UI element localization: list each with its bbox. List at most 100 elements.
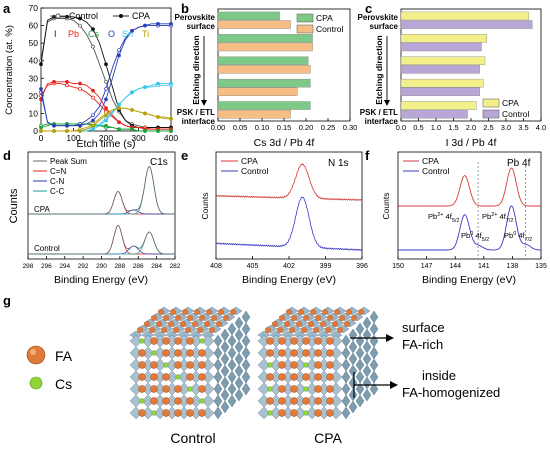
fa-sphere (174, 397, 182, 405)
fa-sphere (284, 321, 290, 327)
cs-sphere (267, 410, 273, 416)
data-point-pb-cpa (52, 79, 56, 84)
octahedron-side-control (241, 322, 251, 336)
octahedron-side-cpa (355, 394, 365, 408)
fa-sphere (290, 385, 298, 393)
octahedron-side-control (213, 382, 223, 396)
data-point-i-cpa (65, 14, 69, 19)
octahedron-side-control (213, 346, 223, 360)
x-axis-label-a: Etch time (s) (77, 138, 136, 150)
data-point-pb-cpa (117, 120, 121, 125)
fa-sphere (204, 321, 210, 327)
fa-sphere (150, 337, 158, 345)
bar-cpa-1 (400, 11, 530, 21)
spectrum-control (398, 205, 541, 251)
fa-sphere (162, 373, 170, 381)
data-point-ti-cpa (117, 106, 121, 111)
x-tick-label: 2.0 (466, 123, 476, 132)
data-point-o-cpa (78, 123, 82, 128)
data-point-ti-cpa (65, 129, 69, 133)
octahedron-side-cpa (355, 370, 365, 384)
data-point-cs-cpa (169, 129, 173, 133)
x-tick-label-e: 396 (356, 263, 368, 270)
fa-sphere (290, 397, 298, 405)
annotation-pb0-52: Pb0 4f5/2 (461, 231, 489, 243)
curves-e (215, 163, 363, 252)
legend-elements-a: I Pb Cs O Sn Ti (54, 29, 149, 39)
legend-label-fa: FA (55, 348, 73, 364)
cs-sphere (267, 386, 273, 392)
fa-sphere (138, 373, 146, 381)
fa-sphere (302, 337, 310, 345)
cs-sphere (139, 398, 145, 404)
spectrum-control (215, 196, 363, 252)
fa-sphere (327, 315, 333, 321)
fa-sphere (138, 349, 146, 357)
bar-control-3 (217, 65, 311, 74)
x-tick-label-d: 282 (170, 263, 181, 270)
fa-sphere (314, 409, 322, 417)
fa-sphere (278, 409, 286, 417)
data-point-o-cpa (169, 21, 173, 26)
caption-control: Control (170, 430, 215, 446)
octahedron-side-control (227, 394, 237, 408)
x-tick-label-d: 286 (133, 263, 144, 270)
bottom-label-b-2: interface (182, 117, 216, 126)
x-tick-label-f: 147 (421, 263, 433, 270)
plot-frame-f (397, 151, 542, 260)
octahedron-side-control (234, 352, 244, 366)
octahedron-side-control (227, 382, 237, 396)
fa-sphere (209, 327, 215, 333)
legend-element-sn: Sn (122, 29, 133, 39)
bar-control-2 (400, 42, 482, 52)
y-tick-label-a: 70 (29, 3, 39, 13)
fa-sphere (301, 327, 307, 333)
fa-sphere (158, 309, 164, 315)
title-e: N 1s (328, 158, 349, 169)
fa-sphere (186, 409, 194, 417)
fa-sphere (326, 385, 334, 393)
fa-sphere (186, 349, 194, 357)
fa-sphere (198, 409, 206, 417)
x-tick-label: 4.0 (536, 123, 546, 132)
y-tick-label-a: 50 (29, 38, 39, 48)
fa-sphere (198, 373, 206, 381)
bottom-label-c-2: interface (365, 117, 399, 126)
bars-c (400, 11, 533, 119)
bar-cpa-3 (217, 56, 309, 66)
fa-sphere (163, 315, 169, 321)
data-point-cs-cpa (130, 127, 134, 132)
octahedron-side-cpa (348, 328, 358, 342)
peak-sum-cpa (28, 165, 175, 215)
panel-c: c 0.0 0.5 1.0 1.5 2.0 2.5 3.0 3.5 4.0 I 3d / Pb … (358, 1, 547, 149)
data-point-pb-control (78, 86, 82, 91)
legend-label-c-control: Control (502, 109, 530, 119)
legend-label-c-cpa: CPA (502, 98, 519, 108)
spectrum-cpa (398, 167, 541, 207)
x-tick-label-e: 405 (247, 263, 259, 270)
fa-sphere (173, 327, 179, 333)
fa-sphere (192, 321, 198, 327)
annotation-fa-homogenized: FA-homogenized (402, 385, 500, 400)
octahedron-side-cpa (362, 376, 372, 390)
y-tick-label-a: 60 (29, 21, 39, 31)
data-point-cs-cpa (143, 129, 147, 133)
data-point-ti-cpa (91, 123, 95, 128)
fa-sphere (149, 327, 155, 333)
data-point-o-control (104, 86, 108, 91)
octahedron-side-control (241, 334, 251, 348)
annotation-fa-rich: FA-rich (402, 337, 443, 352)
panel-letter-d: d (3, 148, 11, 163)
legend-label-f-cpa: CPA (422, 156, 439, 166)
fa-sphere (198, 361, 206, 369)
fa-sphere (298, 309, 304, 315)
fa-sphere (266, 373, 274, 381)
x-tick-label: 0.15 (277, 123, 292, 132)
octahedron-side-cpa (362, 352, 372, 366)
annotation-surface: surface (402, 320, 445, 335)
data-point-ti-cpa (78, 129, 82, 133)
fa-sphere (150, 373, 158, 381)
data-point-cs-cpa (39, 125, 43, 130)
fa-sphere (198, 349, 206, 357)
